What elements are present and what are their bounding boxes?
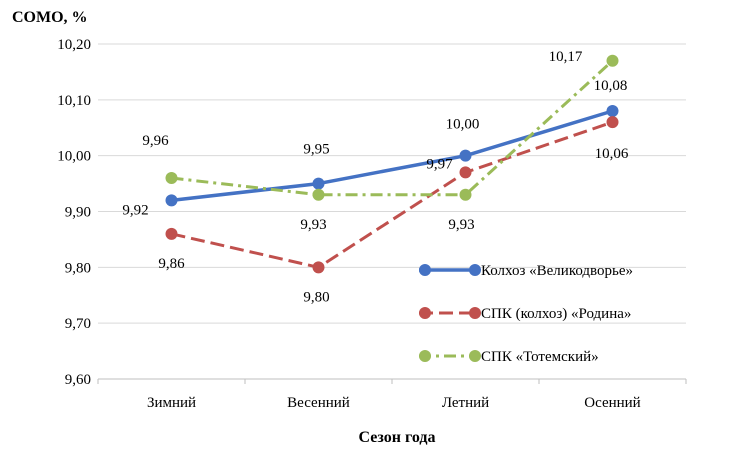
y-tick-label: 9,60: [65, 372, 91, 388]
series-2-point: [606, 116, 619, 129]
legend-marker: [419, 307, 431, 319]
x-tick-label: Осенний: [584, 395, 640, 411]
legend-marker: [419, 264, 431, 276]
data-label: 10,08: [594, 78, 628, 94]
gridlines: [97, 43, 687, 384]
legend-marker: [469, 307, 481, 319]
series-line-2: [171, 120, 613, 269]
y-tick-label: 10,00: [57, 149, 91, 165]
data-label: 9,97: [426, 156, 453, 172]
data-label: 10,06: [595, 146, 629, 162]
legend-label: СПК «Тотемский»: [481, 349, 599, 365]
series-2-point: [165, 227, 178, 240]
tick-labels: 9,60 9,70 9,80 9,90 10,00 10,10 10,20 Зимний Вес…: [57, 37, 640, 411]
data-label: 9,95: [303, 142, 329, 158]
data-label: 9,93: [448, 217, 474, 233]
y-tick-label: 10,10: [57, 93, 91, 109]
series-2-point: [312, 261, 325, 274]
x-tick-label: Зимний: [147, 395, 196, 411]
data-label: 9,93: [300, 217, 326, 233]
series-1-point: [606, 105, 619, 117]
x-axis-label: Сезон года: [359, 429, 436, 446]
data-label: 10,17: [549, 49, 583, 65]
series-1-point: [459, 149, 472, 162]
legend-marker: [469, 264, 481, 276]
legend-label: СПК (колхоз) «Родина»: [481, 306, 631, 322]
data-label: 9,80: [303, 289, 329, 305]
data-label: 9,86: [158, 256, 185, 272]
series-layer: [165, 54, 619, 274]
y-tick-label: 9,70: [65, 316, 91, 332]
data-labels: 9,92 9,95 10,00 10,08 9,86 9,80 9,97 10,06 9,96 9…: [122, 49, 629, 306]
series-3-point: [459, 188, 472, 201]
series-line-3: [171, 59, 614, 197]
series-2-point: [459, 166, 472, 179]
series-1-point: [312, 177, 325, 190]
legend-marker: [469, 350, 481, 362]
y-tick-label: 9,90: [65, 205, 91, 221]
data-label: 10,00: [446, 117, 480, 133]
legend-marker: [419, 350, 431, 362]
series-line-1: [171, 109, 614, 203]
x-tick-label: Весенний: [287, 395, 350, 411]
data-label: 9,96: [142, 133, 169, 149]
y-axis-label: СОМО, %: [12, 9, 88, 26]
legend: Колхоз «Великодворье» СПК (колхоз) «Родин…: [419, 263, 633, 365]
y-tick-label: 9,80: [65, 260, 91, 276]
series-3-point: [606, 54, 619, 67]
series-3-point: [165, 172, 178, 184]
x-tick-label: Летний: [442, 395, 489, 411]
series-3-point: [312, 188, 325, 201]
y-tick-label: 10,20: [57, 37, 91, 53]
data-label: 9,92: [122, 202, 148, 218]
legend-label: Колхоз «Великодворье»: [481, 263, 633, 279]
series-1-point: [165, 194, 178, 207]
